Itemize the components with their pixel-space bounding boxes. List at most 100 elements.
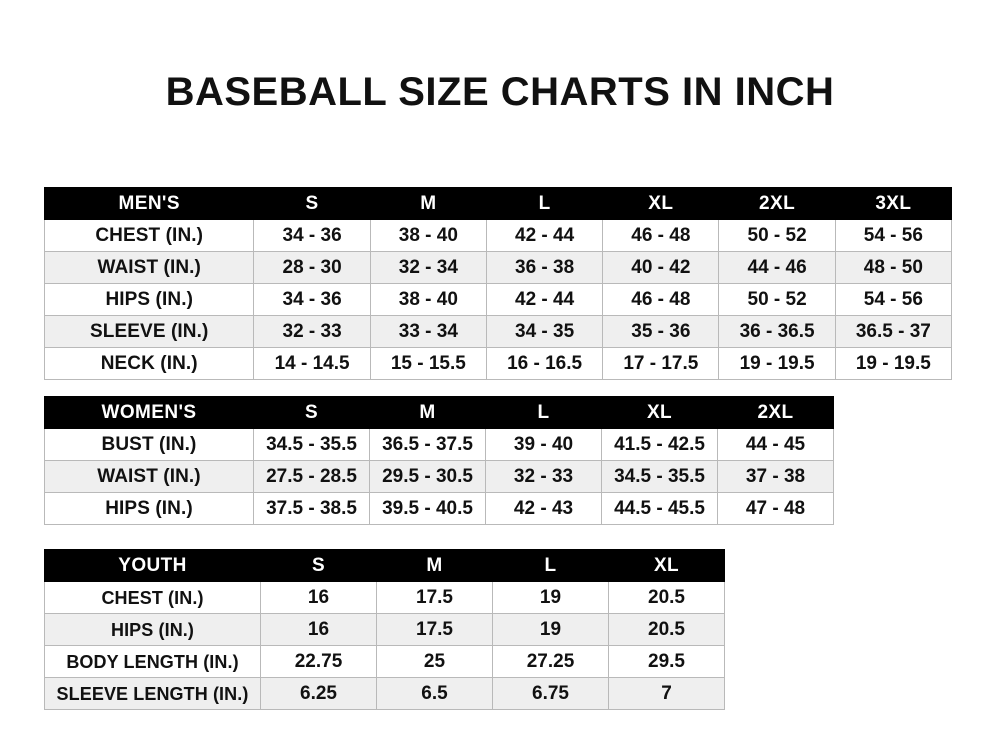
youth-cell-s: 16 [260,581,377,614]
womens-row-label: BUST (IN.) [44,428,254,461]
womens-cell-m: 39.5 - 40.5 [369,492,486,525]
womens-size-table: WOMEN'S S M L XL 2XL BUST (IN.) 34.5 - 35.5 36.… [44,396,834,525]
table-row: HIPS (IN.) 37.5 - 38.5 39.5 - 40.5 42 - 43 4… [44,492,834,525]
mens-row-label: CHEST (IN.) [43,219,255,252]
mens-cell-xl: 46 - 48 [602,283,720,316]
womens-cell-2xl: 47 - 48 [717,492,834,525]
table-row: HIPS (IN.) 16 17.5 19 20.5 [44,613,725,646]
mens-cell-3xl: 48 - 50 [834,251,953,284]
womens-cell-2xl: 37 - 38 [717,460,834,493]
womens-cell-xl: 34.5 - 35.5 [601,460,718,493]
mens-cell-xl: 40 - 42 [602,251,720,284]
mens-row-label: SLEEVE (IN.) [43,315,255,348]
mens-cell-3xl: 36.5 - 37 [834,315,953,348]
womens-header-row: WOMEN'S S M L XL 2XL [44,396,834,429]
youth-row-label: SLEEVE LENGTH (IN.) [44,677,261,710]
mens-header-row: MEN'S S M L XL 2XL 3XL [43,187,953,220]
youth-cell-l: 6.75 [492,677,609,710]
table-row: HIPS (IN.) 34 - 36 38 - 40 42 - 44 46 - 48 50… [43,283,953,316]
womens-column-header-l: L [485,396,602,429]
womens-cell-l: 32 - 33 [485,460,602,493]
youth-row-label: CHEST (IN.) [44,581,261,614]
mens-cell-2xl: 44 - 46 [718,251,836,284]
womens-cell-m: 29.5 - 30.5 [369,460,486,493]
youth-cell-l: 19 [492,581,609,614]
womens-row-label: HIPS (IN.) [44,492,254,525]
mens-row-label: HIPS (IN.) [43,283,255,316]
mens-cell-xl: 35 - 36 [602,315,720,348]
youth-column-header-m: M [376,549,493,582]
mens-cell-xl: 46 - 48 [602,219,720,252]
womens-cell-l: 42 - 43 [485,492,602,525]
youth-row-label: BODY LENGTH (IN.) [44,645,261,678]
youth-cell-s: 22.75 [260,645,377,678]
mens-cell-m: 38 - 40 [369,219,487,252]
mens-cell-m: 38 - 40 [369,283,487,316]
youth-size-table: YOUTH S M L XL CHEST (IN.) 16 17.5 19 20.5 HIPS (… [44,549,725,710]
table-row: BODY LENGTH (IN.) 22.75 25 27.25 29.5 [44,645,725,678]
womens-table-head: WOMEN'S S M L XL 2XL [44,396,834,429]
youth-cell-l: 27.25 [492,645,609,678]
womens-header-label: WOMEN'S [44,396,254,429]
mens-column-header-s: S [253,187,371,220]
youth-header-row: YOUTH S M L XL [44,549,725,582]
mens-cell-m: 32 - 34 [369,251,487,284]
womens-column-header-xl: XL [601,396,718,429]
mens-cell-m: 33 - 34 [369,315,487,348]
mens-cell-2xl: 50 - 52 [718,283,836,316]
table-row: CHEST (IN.) 34 - 36 38 - 40 42 - 44 46 - 48 5… [43,219,953,252]
page-title: BASEBALL SIZE CHARTS IN INCH [165,70,835,114]
mens-header-label: MEN'S [43,187,255,220]
womens-cell-s: 27.5 - 28.5 [253,460,370,493]
youth-column-header-xl: XL [608,549,725,582]
youth-column-header-l: L [492,549,609,582]
womens-column-header-s: S [253,396,370,429]
table-row: SLEEVE LENGTH (IN.) 6.25 6.5 6.75 7 [44,677,725,710]
womens-cell-2xl: 44 - 45 [717,428,834,461]
mens-cell-s: 34 - 36 [253,283,371,316]
womens-column-header-m: M [369,396,486,429]
mens-column-header-3xl: 3XL [834,187,953,220]
youth-cell-xl: 20.5 [608,613,725,646]
mens-row-label: WAIST (IN.) [43,251,255,284]
youth-cell-xl: 7 [608,677,725,710]
womens-cell-xl: 44.5 - 45.5 [601,492,718,525]
youth-cell-m: 17.5 [376,581,493,614]
mens-cell-l: 36 - 38 [485,251,604,284]
womens-cell-l: 39 - 40 [485,428,602,461]
womens-row-label: WAIST (IN.) [44,460,254,493]
womens-table-body: BUST (IN.) 34.5 - 35.5 36.5 - 37.5 39 - 40 4… [44,428,834,525]
mens-column-header-l: L [485,187,604,220]
mens-cell-2xl: 50 - 52 [718,219,836,252]
mens-cell-m: 15 - 15.5 [369,347,487,380]
womens-cell-m: 36.5 - 37.5 [369,428,486,461]
youth-cell-xl: 20.5 [608,581,725,614]
youth-table-head: YOUTH S M L XL [44,549,725,582]
youth-cell-m: 17.5 [376,613,493,646]
youth-cell-s: 6.25 [260,677,377,710]
mens-cell-l: 42 - 44 [485,219,604,252]
youth-column-header-s: S [260,549,377,582]
youth-cell-m: 25 [376,645,493,678]
table-row: NECK (IN.) 14 - 14.5 15 - 15.5 16 - 16.5 17 … [43,347,953,380]
youth-cell-s: 16 [260,613,377,646]
mens-cell-2xl: 36 - 36.5 [718,315,836,348]
mens-cell-3xl: 54 - 56 [834,219,953,252]
youth-cell-xl: 29.5 [608,645,725,678]
mens-table-head: MEN'S S M L XL 2XL 3XL [43,187,953,220]
womens-cell-xl: 41.5 - 42.5 [601,428,718,461]
mens-column-header-2xl: 2XL [718,187,836,220]
table-row: CHEST (IN.) 16 17.5 19 20.5 [44,581,725,614]
mens-cell-s: 34 - 36 [253,219,371,252]
mens-cell-s: 32 - 33 [253,315,371,348]
mens-cell-l: 34 - 35 [485,315,604,348]
mens-table-body: CHEST (IN.) 34 - 36 38 - 40 42 - 44 46 - 48 5… [43,219,953,380]
mens-column-header-xl: XL [602,187,720,220]
mens-cell-xl: 17 - 17.5 [602,347,720,380]
womens-cell-s: 34.5 - 35.5 [253,428,370,461]
youth-row-label: HIPS (IN.) [44,613,261,646]
mens-cell-2xl: 19 - 19.5 [718,347,836,380]
mens-cell-l: 42 - 44 [485,283,604,316]
youth-table-body: CHEST (IN.) 16 17.5 19 20.5 HIPS (IN.) 16 17.5 1… [44,581,725,710]
